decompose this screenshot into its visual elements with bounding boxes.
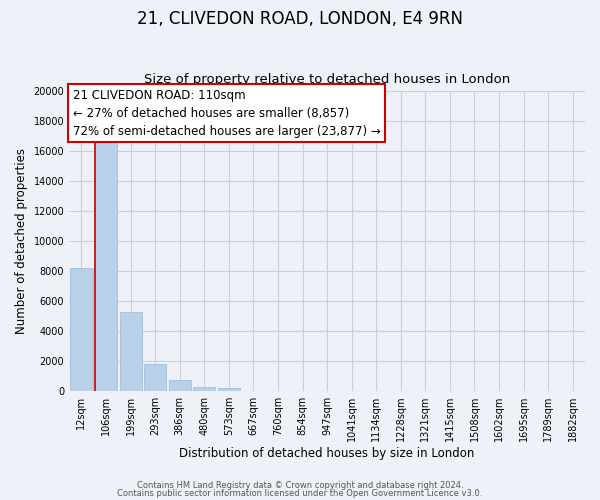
Bar [95, 142, 117, 391]
Text: 21 CLIVEDON ROAD: 110sqm
← 27% of detached houses are smaller (8,857)
72% of sem: 21 CLIVEDON ROAD: 110sqm ← 27% of detach… [73, 88, 380, 138]
Bar [144, 364, 166, 391]
Title: Size of property relative to detached houses in London: Size of property relative to detached ho… [144, 73, 510, 86]
Y-axis label: Number of detached properties: Number of detached properties [15, 148, 28, 334]
Text: Contains HM Land Registry data © Crown copyright and database right 2024.: Contains HM Land Registry data © Crown c… [137, 481, 463, 490]
Bar [218, 388, 240, 391]
Text: Contains public sector information licensed under the Open Government Licence v3: Contains public sector information licen… [118, 488, 482, 498]
Bar [119, 312, 142, 391]
Text: 21, CLIVEDON ROAD, LONDON, E4 9RN: 21, CLIVEDON ROAD, LONDON, E4 9RN [137, 10, 463, 28]
Bar [70, 268, 92, 391]
Bar [193, 387, 215, 391]
X-axis label: Distribution of detached houses by size in London: Distribution of detached houses by size … [179, 447, 475, 460]
Bar [169, 380, 191, 391]
